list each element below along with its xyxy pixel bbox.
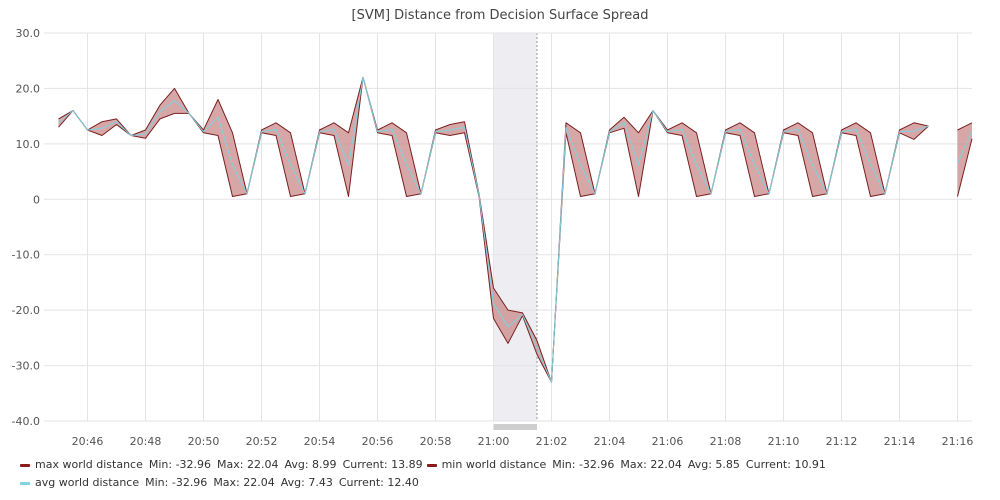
legend-avg: Avg: 8.99 [284,458,337,471]
x-tick-label: 21:08 [710,435,742,448]
x-tick-label: 21:04 [594,435,626,448]
highlight-band [493,33,537,421]
y-tick-label: -10.0 [12,249,40,262]
series-line-min [957,138,973,197]
series-line-avg [58,76,929,383]
legend-swatch-max [20,463,30,467]
x-tick-label: 21:12 [826,435,858,448]
x-tick-label: 21:10 [768,435,800,448]
x-tick-label: 21:14 [884,435,916,448]
legend-row-2: avg world distance Min: -32.96 Max: 22.0… [20,474,980,492]
legend-swatch-min [426,463,437,467]
chart-title: [SVM] Distance from Decision Surface Spr… [352,8,649,23]
spread-area [957,122,972,197]
y-tick-label: -20.0 [12,304,40,317]
legend-swatch-avg [20,481,30,485]
legend-min: Min: -32.96 [148,458,212,471]
series-line-avg [957,130,973,164]
legend-row-1: max world distance Min: -32.96 Max: 22.0… [20,456,980,474]
series-line-max [957,122,973,131]
legend-max: Max: 22.04 [620,458,682,471]
x-tick-label: 21:02 [536,435,568,448]
chart-plot[interactable]: 30.0 20.0 10.0 0 -10.0 -20.0 -30.0 -40.0 20:46 20… [0,0,1000,455]
y-tick-label: 10.0 [16,138,41,151]
legend-max: Max: 22.04 [213,476,275,489]
legend-max: Max: 22.04 [217,458,279,471]
chart-legend: max world distance Min: -32.96 Max: 22.0… [20,456,980,492]
legend-current: Current: 12.40 [338,476,419,489]
x-tick-label: 20:56 [362,435,394,448]
y-tick-label: -30.0 [12,360,40,373]
legend-label: min world distance [441,458,547,471]
y-tick-label: 20.0 [16,82,41,95]
highlight-scroll-handle[interactable] [493,424,538,430]
legend-item-avg[interactable]: avg world distance Min: -32.96 Max: 22.0… [20,474,419,492]
legend-item-min[interactable]: min world distance Min: -32.96 Max: 22.0… [426,456,826,474]
x-tick-label: 20:48 [130,435,162,448]
x-tick-label: 20:58 [420,435,452,448]
x-tick-label: 21:06 [652,435,684,448]
legend-item-max[interactable]: max world distance Min: -32.96 Max: 22.0… [20,456,423,474]
series-line-max [58,76,929,383]
legend-min: Min: -32.96 [145,476,208,489]
y-tick-label: 0 [33,193,40,206]
x-tick-label: 20:50 [188,435,220,448]
legend-label: avg world distance [35,476,140,489]
x-tick-label: 20:52 [246,435,278,448]
legend-label: max world distance [35,458,143,471]
legend-avg: Avg: 7.43 [280,476,333,489]
legend-current: Current: 13.89 [342,458,423,471]
y-tick-label: -40.0 [12,415,40,428]
x-tick-label: 20:54 [304,435,336,448]
x-tick-label: 21:16 [942,435,974,448]
legend-avg: Avg: 5.85 [687,458,740,471]
x-tick-label: 20:46 [72,435,104,448]
x-tick-label: 21:00 [478,435,510,448]
legend-current: Current: 10.91 [745,458,826,471]
legend-min: Min: -32.96 [552,458,615,471]
y-tick-label: 30.0 [16,27,41,40]
